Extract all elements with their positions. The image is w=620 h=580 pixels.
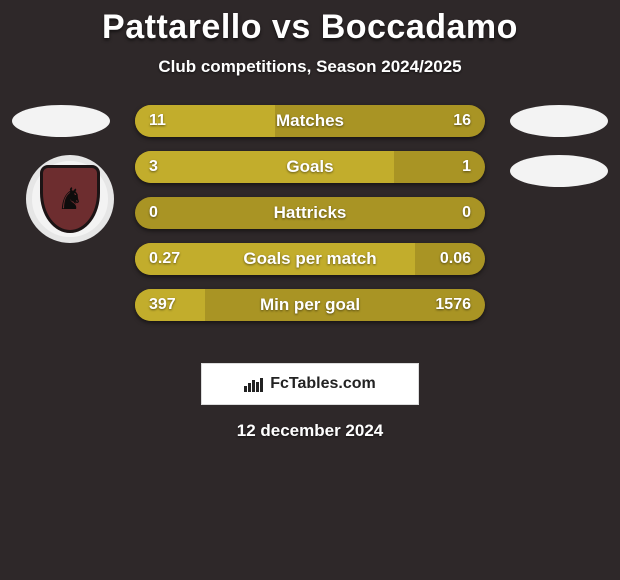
- infographic-container: Pattarello vs Boccadamo Club competition…: [0, 0, 620, 580]
- attribution-badge: FcTables.com: [201, 363, 419, 405]
- player-right-badge-1: [510, 105, 608, 137]
- stat-label: Hattricks: [135, 197, 485, 229]
- bar-chart-icon: [244, 376, 264, 392]
- stat-label: Min per goal: [135, 289, 485, 321]
- player-left-crest: ♞: [26, 155, 114, 243]
- stat-bars: 11Matches16 3Goals1 0Hattricks0 0.27Goals p…: [135, 105, 485, 335]
- player-left-badge-1: [12, 105, 110, 137]
- stat-value-right: 1576: [435, 289, 471, 321]
- stat-row: 0Hattricks0: [135, 197, 485, 229]
- page-title: Pattarello vs Boccadamo: [0, 0, 620, 47]
- stat-row: 11Matches16: [135, 105, 485, 137]
- player-right-badge-2: [510, 155, 608, 187]
- stat-label: Goals: [135, 151, 485, 183]
- date-label: 12 december 2024: [0, 421, 620, 441]
- stat-value-right: 0.06: [440, 243, 471, 275]
- horse-icon: ♞: [57, 182, 84, 217]
- stat-value-right: 1: [462, 151, 471, 183]
- page-subtitle: Club competitions, Season 2024/2025: [0, 57, 620, 77]
- stat-value-right: 0: [462, 197, 471, 229]
- stat-value-right: 16: [453, 105, 471, 137]
- stat-row: 397Min per goal1576: [135, 289, 485, 321]
- stat-label: Matches: [135, 105, 485, 137]
- stat-label: Goals per match: [135, 243, 485, 275]
- stat-row: 0.27Goals per match0.06: [135, 243, 485, 275]
- stat-row: 3Goals1: [135, 151, 485, 183]
- attribution-text: FcTables.com: [270, 375, 376, 393]
- crest-shield: ♞: [40, 165, 100, 233]
